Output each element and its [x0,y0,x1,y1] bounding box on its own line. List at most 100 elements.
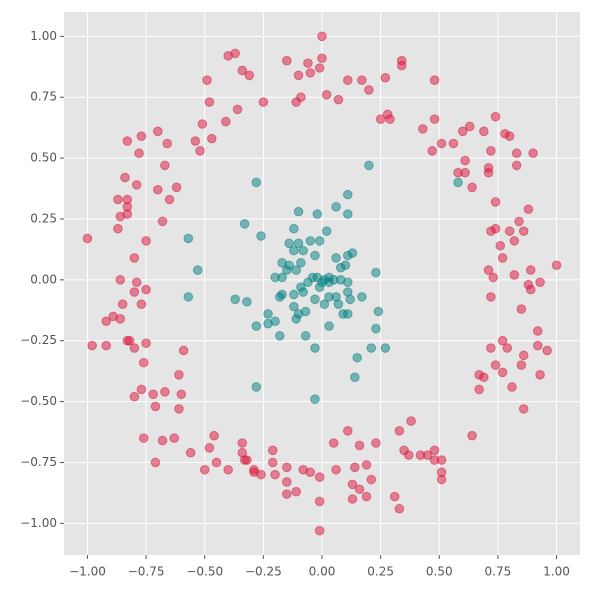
point [354,484,365,495]
point [385,114,395,124]
point [314,472,325,482]
point [131,180,142,190]
point [542,345,552,356]
point [418,124,428,134]
x-tick-label: 0.25 [367,565,394,579]
point [183,292,194,302]
point [244,70,255,81]
point [479,372,489,383]
point [138,357,149,368]
point [197,119,208,129]
point [509,270,520,280]
point [347,494,358,504]
point [270,469,280,480]
point [296,258,306,268]
point [310,343,320,353]
point [237,65,248,76]
point [457,126,468,137]
point [303,58,313,68]
point [396,60,407,71]
point [317,31,327,42]
point [483,167,494,178]
point [148,389,158,400]
point [490,360,501,370]
point [486,343,496,353]
point [300,331,311,341]
point [314,496,325,507]
point [331,253,341,263]
point [504,131,515,141]
point [267,457,278,468]
point [274,331,285,341]
point [331,464,341,475]
point [310,394,320,404]
point [305,467,316,478]
point [518,226,529,236]
y-tick-label: 0.25 [30,211,57,225]
point [202,75,212,85]
point [422,450,433,460]
x-tick-label: 1.00 [543,565,570,579]
point [314,63,325,73]
point [488,272,499,283]
point [131,277,142,288]
point [460,155,470,166]
point [122,194,133,205]
point [267,445,278,456]
point [232,104,243,115]
point [389,491,400,502]
point [115,275,126,285]
point [282,477,292,487]
point [312,209,323,219]
point [460,167,470,178]
point [314,236,325,246]
point [298,245,309,256]
point [258,97,269,107]
point [282,55,292,66]
x-tick-label: 0.50 [426,565,453,579]
point [509,236,520,246]
point [185,447,196,458]
point [153,184,163,195]
point [293,309,304,319]
point [371,438,381,448]
point [436,138,447,149]
y-tick-label: 0.75 [30,90,57,104]
point [361,491,372,502]
point [497,367,508,378]
point [479,126,489,137]
point [474,384,484,395]
point [113,223,123,234]
point [82,233,93,244]
point [380,343,391,353]
point [251,177,262,188]
point [324,321,334,331]
point [134,148,144,159]
point [467,182,477,193]
point [129,287,140,297]
point [354,440,365,451]
point [364,85,374,95]
point [221,116,231,127]
point [490,111,501,122]
point [141,338,151,348]
point [453,177,463,188]
point [192,265,203,275]
point [138,433,149,443]
y-tick-label: −0.25 [20,333,57,347]
point [176,389,187,400]
point [448,138,459,149]
point [535,277,545,288]
point [277,258,287,268]
point [293,238,304,249]
point [282,265,292,275]
point [364,160,374,171]
point [129,391,140,402]
point [511,160,522,171]
point [357,292,367,302]
point [157,216,168,227]
point [321,89,332,100]
point [427,145,438,156]
point [101,340,112,351]
